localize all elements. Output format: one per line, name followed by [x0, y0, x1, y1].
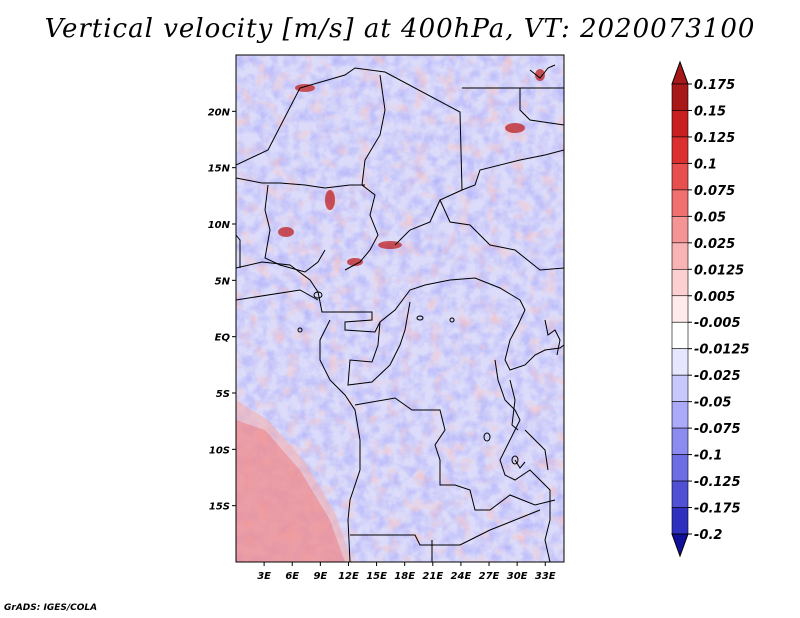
colorbar-segment — [671, 427, 689, 455]
colorbar-level-label: 0.025 — [694, 237, 735, 252]
colorbar-segment — [671, 189, 689, 217]
colorbar-segment — [671, 374, 689, 402]
colorbar-level-label: 0.125 — [694, 131, 735, 146]
colorbar-level-label: 0.175 — [694, 78, 735, 93]
colorbar-segment — [671, 110, 689, 138]
lon-tick-label: 6E — [285, 571, 299, 582]
lat-tick-label: 5S — [216, 389, 230, 400]
lon-tick-label: 12E — [338, 571, 359, 582]
plot-frame — [235, 54, 565, 563]
lon-tick-label: 3E — [257, 571, 271, 582]
colorbar-segment — [671, 216, 689, 244]
colorbar-level-label: -0.125 — [694, 475, 741, 490]
lon-tick-label: 30E — [507, 571, 528, 582]
lon-tick-label: 18E — [394, 571, 415, 582]
map-title: Vertical velocity [m/s] at 400hPa, VT: 2… — [44, 14, 756, 44]
lat-tick-label: 10S — [209, 445, 230, 456]
colorbar-level-label: -0.0125 — [694, 343, 750, 358]
colorbar-level-label: 0.1 — [694, 157, 717, 172]
lat-tick-label: EQ — [215, 333, 231, 344]
lon-tick-label: 15E — [366, 571, 387, 582]
colorbar-level-label: -0.1 — [694, 449, 722, 464]
colorbar-level-label: -0.025 — [694, 369, 741, 384]
colorbar-segment — [671, 480, 689, 508]
colorbar-level-label: -0.175 — [694, 502, 741, 517]
lon-tick-label: 33E — [535, 571, 556, 582]
colorbar-segment — [671, 136, 689, 164]
lat-tick-label: 15S — [209, 502, 230, 513]
colorbar-segment — [671, 83, 689, 111]
colorbar-level-label: -0.005 — [694, 316, 741, 331]
colorbar-level-label: 0.005 — [694, 290, 735, 305]
colorbar-level-label: 0.05 — [694, 210, 726, 225]
colorbar-segment — [671, 295, 689, 323]
colorbar-segment — [671, 507, 689, 535]
grads-credit: GrADS: IGES/COLA — [4, 603, 98, 613]
colorbar-segment — [671, 348, 689, 376]
lat-tick-label: 5N — [215, 276, 231, 287]
country-borders — [236, 64, 564, 562]
colorbar-bottom-arrow — [671, 533, 689, 558]
lat-tick-label: 20N — [208, 107, 231, 118]
colorbar-segment — [671, 163, 689, 191]
colorbar-segment — [671, 268, 689, 297]
colorbar-level-label: -0.2 — [694, 528, 722, 543]
lat-tick-label: 10N — [208, 220, 231, 231]
colorbar-segment — [671, 454, 689, 482]
lake-outlines — [297, 291, 519, 465]
lon-tick-label: 9E — [313, 571, 327, 582]
colorbar-level-label: 0.15 — [694, 104, 726, 119]
colorbar-segment — [671, 242, 689, 270]
lon-tick-label: 21E — [422, 571, 443, 582]
lon-tick-label: 27E — [479, 571, 500, 582]
colorbar-level-label: -0.05 — [694, 396, 731, 411]
colorbar-level-label: 0.075 — [694, 184, 735, 199]
colorbar-top-arrow — [671, 60, 689, 85]
lon-tick-label: 24E — [451, 571, 472, 582]
colorbar: 0.175 0.15 0.125 0.1 0.075 0.05 0.025 0.0125 0.0… — [671, 60, 750, 558]
velocity-field — [236, 55, 564, 562]
longitude-axis: 3E 6E 9E 12E 15E 18E 21E 24E 27E 30E 33E — [257, 562, 556, 582]
colorbar-level-label: -0.075 — [694, 422, 741, 437]
colorbar-segment — [671, 321, 689, 350]
lat-tick-label: 15N — [208, 164, 231, 175]
colorbar-level-label: 0.0125 — [694, 263, 744, 278]
colorbar-segment — [671, 401, 689, 429]
latitude-axis: 20N 15N 10N 5N EQ 5S 10S 15S — [208, 107, 236, 513]
